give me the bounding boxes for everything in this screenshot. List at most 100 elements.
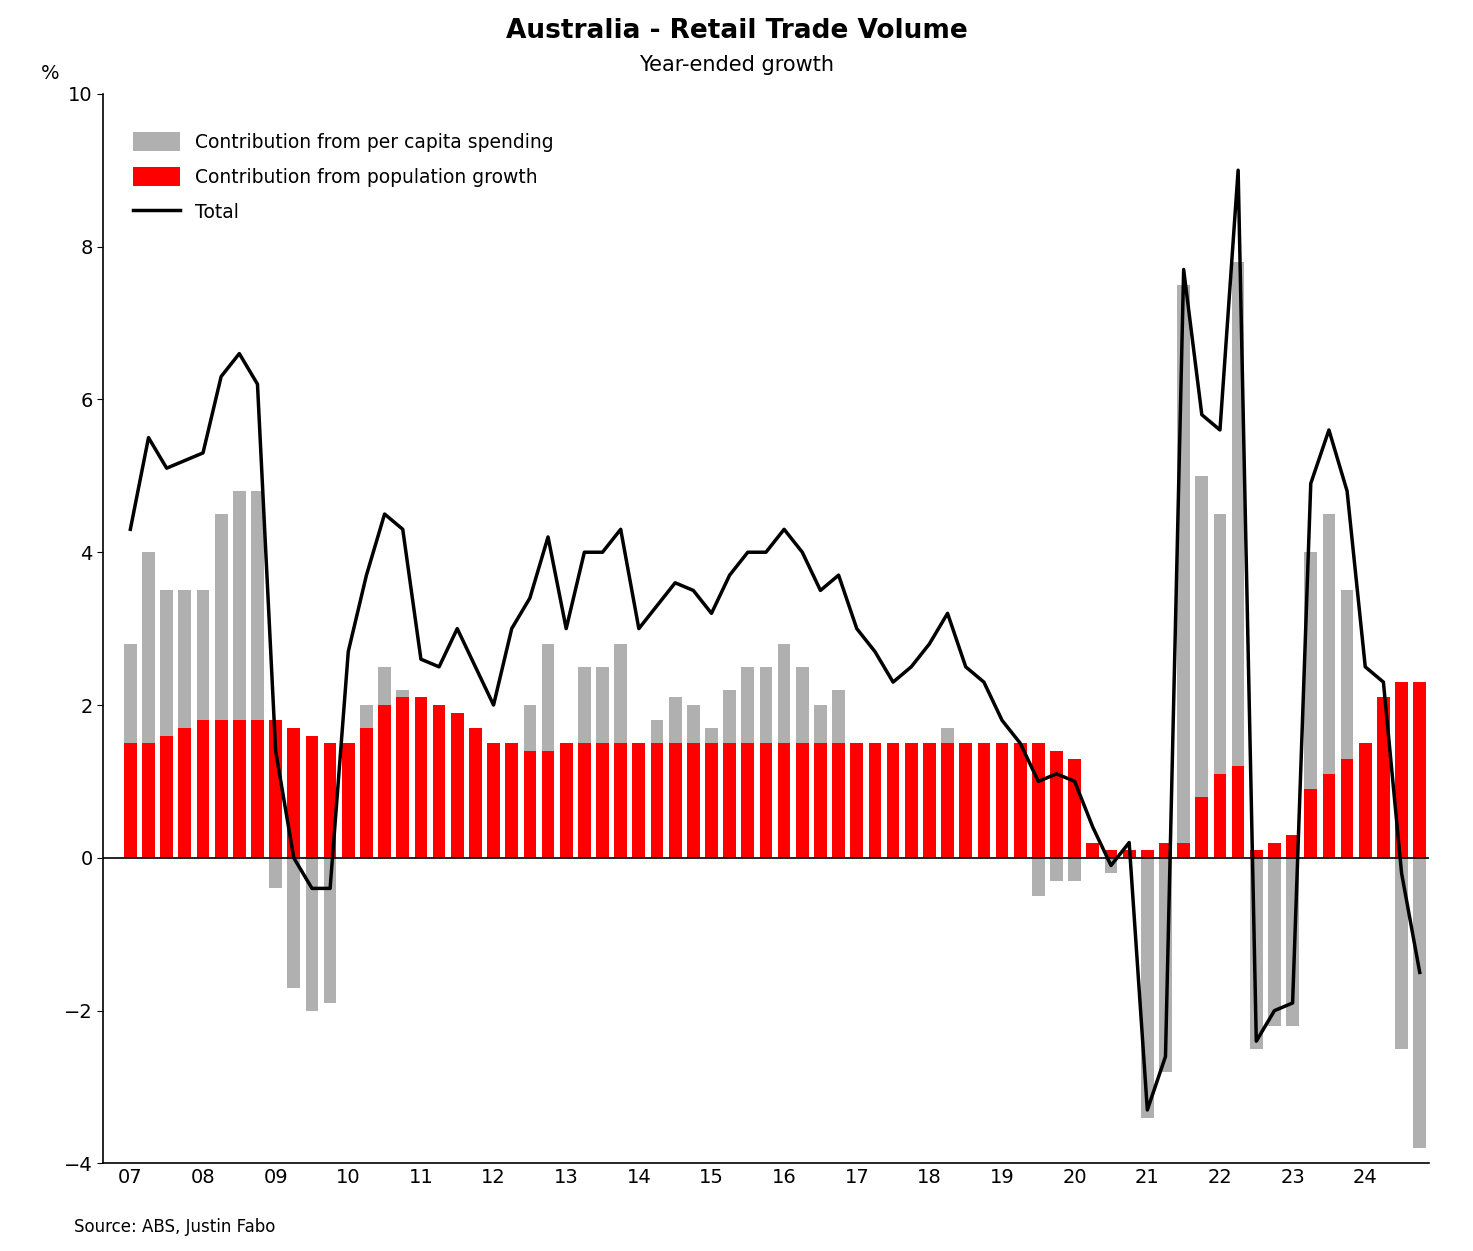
Bar [614, 743, 627, 858]
Bar [706, 728, 717, 858]
Bar [1087, 843, 1099, 858]
Bar [396, 697, 409, 858]
Bar [287, 858, 300, 988]
Bar [124, 644, 137, 858]
Bar [850, 743, 863, 858]
Bar [196, 721, 209, 858]
Bar [959, 743, 972, 858]
Bar [1105, 858, 1118, 873]
Bar [560, 743, 573, 858]
Bar [577, 667, 591, 858]
Bar [978, 743, 990, 858]
Bar [1033, 743, 1044, 858]
Legend: Contribution from per capita spending, Contribution from population growth, Tota: Contribution from per capita spending, C… [125, 125, 561, 229]
Bar [686, 743, 700, 858]
Bar [161, 736, 172, 858]
Bar [143, 743, 155, 858]
Bar [1177, 285, 1190, 858]
Bar [359, 706, 373, 858]
Bar [815, 706, 826, 858]
Bar [178, 728, 191, 858]
Bar [597, 667, 608, 858]
Bar [250, 492, 264, 858]
Bar [1214, 514, 1227, 858]
Bar [124, 743, 137, 858]
Bar [1231, 261, 1245, 858]
Bar [760, 667, 772, 858]
Bar [1214, 774, 1227, 858]
Bar [778, 644, 791, 858]
Bar [904, 782, 918, 858]
Bar [505, 743, 518, 858]
Bar [161, 590, 172, 858]
Bar [143, 552, 155, 858]
Bar [904, 743, 918, 858]
Bar [1286, 858, 1299, 1026]
Bar [414, 819, 427, 858]
Bar [686, 706, 700, 858]
Bar [342, 743, 355, 858]
Text: Year-ended growth: Year-ended growth [639, 55, 834, 75]
Bar [1360, 782, 1371, 858]
Bar [451, 774, 464, 858]
Bar [869, 743, 881, 858]
Line: Total: Total [130, 170, 1420, 1110]
Bar [887, 743, 900, 858]
Bar [1251, 851, 1262, 858]
Bar [379, 706, 390, 858]
Bar [778, 743, 791, 858]
Bar [451, 713, 464, 858]
Bar [815, 743, 826, 858]
Bar [941, 743, 955, 858]
Bar [215, 514, 227, 858]
Bar [1323, 774, 1336, 858]
Bar [1196, 797, 1208, 858]
Bar [978, 797, 990, 858]
Bar [1050, 858, 1064, 881]
Total [1411, 965, 1429, 980]
Bar [795, 667, 809, 858]
Bar [1395, 682, 1408, 858]
Bar [1105, 851, 1118, 858]
Bar [996, 743, 1009, 858]
Bar [250, 721, 264, 858]
Bar [1068, 858, 1081, 881]
Bar [1050, 751, 1064, 858]
Bar [1268, 843, 1282, 858]
Bar [1087, 843, 1099, 858]
Bar [433, 706, 445, 858]
Total [303, 881, 321, 896]
Bar [741, 667, 754, 858]
Bar [632, 743, 645, 858]
Bar [850, 743, 863, 858]
Bar [669, 743, 682, 858]
Bar [1231, 766, 1245, 858]
Bar [1377, 697, 1389, 858]
Bar [542, 751, 554, 858]
Bar [996, 834, 1009, 858]
Bar [1142, 858, 1153, 1117]
Bar [832, 689, 846, 858]
Bar [1323, 514, 1336, 858]
Bar [488, 743, 499, 858]
Bar [1122, 851, 1136, 858]
Bar [1414, 682, 1426, 858]
Bar [1142, 851, 1153, 858]
Bar [233, 492, 246, 858]
Bar [632, 743, 645, 858]
Bar [1414, 858, 1426, 1148]
Bar [1177, 843, 1190, 858]
Bar [488, 819, 499, 858]
Bar [1340, 590, 1354, 858]
Bar [1159, 843, 1173, 858]
Bar [887, 797, 900, 858]
Total [993, 713, 1010, 728]
Total [848, 622, 866, 637]
Y-axis label: %: % [41, 64, 59, 83]
Bar [305, 858, 318, 1011]
Bar [651, 721, 663, 858]
Bar [523, 751, 536, 858]
Bar [651, 743, 663, 858]
Bar [305, 736, 318, 858]
Total [121, 522, 138, 537]
